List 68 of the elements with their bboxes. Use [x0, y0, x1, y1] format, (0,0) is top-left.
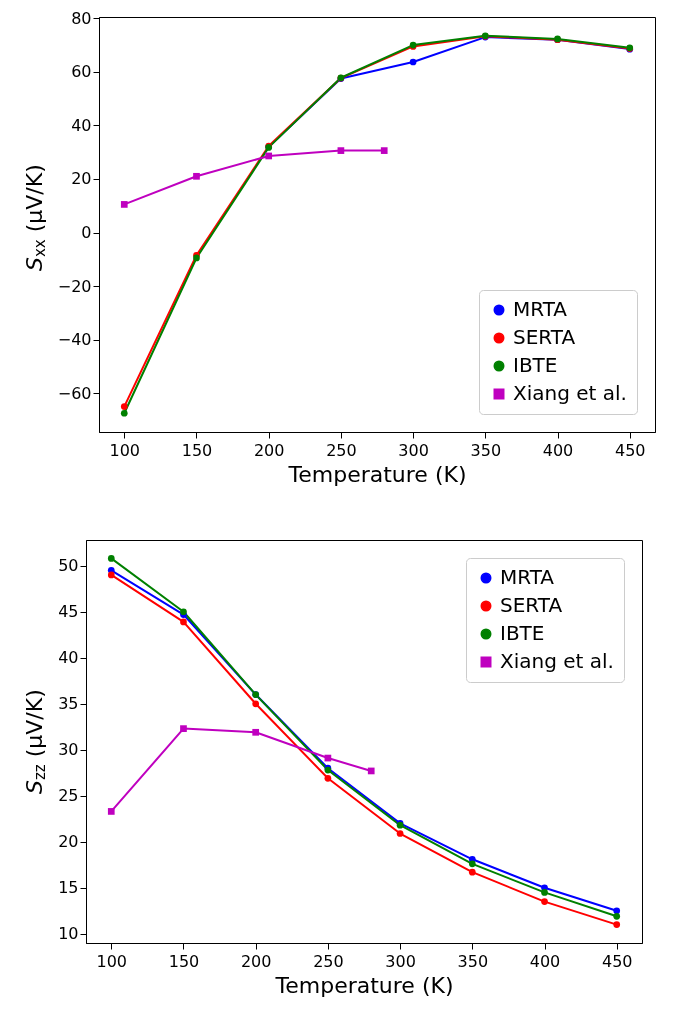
point [337, 147, 345, 154]
point [468, 868, 476, 876]
point [613, 921, 621, 928]
y-tick-label: 45 [58, 602, 79, 622]
point [380, 147, 388, 154]
point [180, 618, 187, 626]
point [367, 767, 375, 775]
x-tick-label: 150 [168, 951, 200, 971]
x-tick-label: 300 [385, 951, 416, 971]
y-tick-label: −60 [57, 383, 92, 403]
point [252, 700, 260, 708]
legend-label: Xiang et al. [500, 649, 614, 673]
point [252, 728, 260, 736]
y-tick-label: 40 [58, 648, 79, 668]
x-tick-label: 350 [457, 951, 489, 971]
y-tick-label: −20 [57, 276, 92, 296]
x-tick-label: 150 [181, 440, 213, 460]
x-axis-title: Temperature (K) [274, 972, 454, 998]
point [180, 725, 187, 732]
point [613, 907, 621, 915]
point [265, 152, 273, 160]
legend-label: Xiang et al. [513, 381, 627, 405]
y-tick-label: 80 [71, 8, 92, 28]
legend-label: SERTA [513, 325, 576, 349]
legend-label: SERTA [500, 593, 563, 617]
x-tick-label: 200 [240, 951, 272, 971]
y-tick-label: 20 [71, 169, 92, 189]
legend-label: IBTE [513, 353, 558, 377]
x-tick-label: 350 [470, 440, 502, 460]
y-tick-label: 0 [81, 223, 92, 243]
point [120, 409, 128, 417]
y-tick-label: 20 [58, 832, 79, 852]
point [613, 912, 621, 920]
point [120, 403, 128, 410]
y-tick-label: −40 [57, 330, 92, 350]
point [193, 172, 200, 180]
x-tick-label: 100 [109, 440, 141, 460]
x-tick-label: 300 [398, 440, 429, 460]
point [107, 808, 115, 815]
y-tick-label: 30 [58, 740, 79, 760]
y-tick-label: 25 [58, 786, 79, 806]
point [396, 830, 404, 837]
point [107, 571, 115, 579]
y-tick-label: 40 [71, 115, 92, 135]
point [107, 555, 115, 562]
x-tick-label: 400 [542, 440, 574, 460]
x-tick-label: 250 [326, 440, 357, 460]
y-tick-label: 60 [71, 62, 92, 82]
point [120, 201, 128, 208]
legend-label: IBTE [500, 621, 545, 645]
point [541, 889, 548, 896]
x-tick-label: 450 [614, 440, 646, 460]
legend-label: MRTA [513, 297, 568, 321]
y-tick-label: 35 [58, 694, 79, 714]
x-tick-label: 200 [253, 440, 285, 460]
x-tick-label: 400 [529, 951, 561, 971]
x-tick-label: 100 [96, 951, 128, 971]
point [409, 58, 417, 66]
x-axis-title: Temperature (K) [287, 461, 467, 487]
y-tick-label: 15 [58, 878, 79, 898]
point [541, 898, 548, 905]
point [324, 774, 332, 782]
x-tick-label: 450 [601, 951, 633, 971]
y-tick-label: 50 [58, 556, 79, 576]
x-tick-label: 250 [313, 951, 344, 971]
y-tick-label: 10 [58, 924, 79, 944]
legend-label: MRTA [500, 565, 555, 589]
point [468, 860, 476, 868]
